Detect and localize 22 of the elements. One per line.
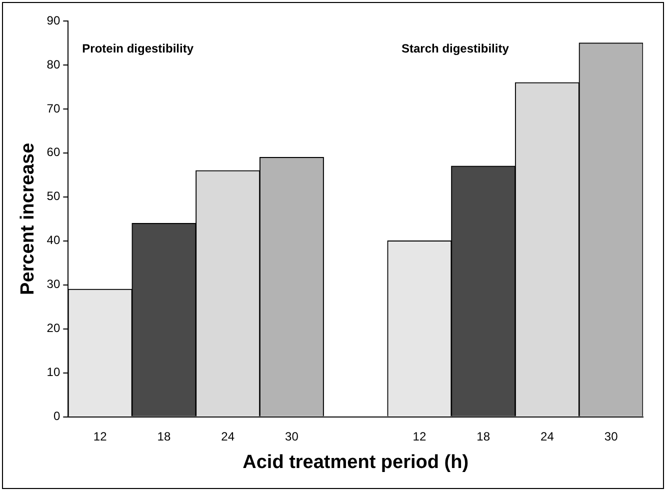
y-tick-label: 80 [46,57,60,72]
y-tick-label: 40 [46,233,60,248]
y-tick-label: 10 [46,365,60,380]
y-tick-label: 0 [53,409,60,424]
y-tick-label: 90 [46,13,60,28]
x-tick-label: 24 [221,429,235,444]
x-tick-label: 12 [93,429,108,444]
y-tick-label: 60 [46,145,60,160]
y-tick-label: 50 [46,189,60,204]
annotation: Protein digestibility [82,41,194,56]
x-tick-label: 30 [604,429,618,444]
x-tick-label: 18 [157,429,171,444]
y-axis-title: Percent increase [18,142,39,295]
y-tick-label: 30 [46,277,60,292]
annotation: Starch digestibility [402,41,510,56]
y-tick-label: 70 [46,101,60,116]
y-tick-label: 20 [46,321,60,336]
x-axis-title: Acid treatment period (h) [242,452,469,473]
x-tick-label: 18 [476,429,490,444]
x-tick-label: 12 [412,429,426,444]
x-tick-label: 24 [540,429,554,444]
x-tick-label: 30 [285,429,299,444]
